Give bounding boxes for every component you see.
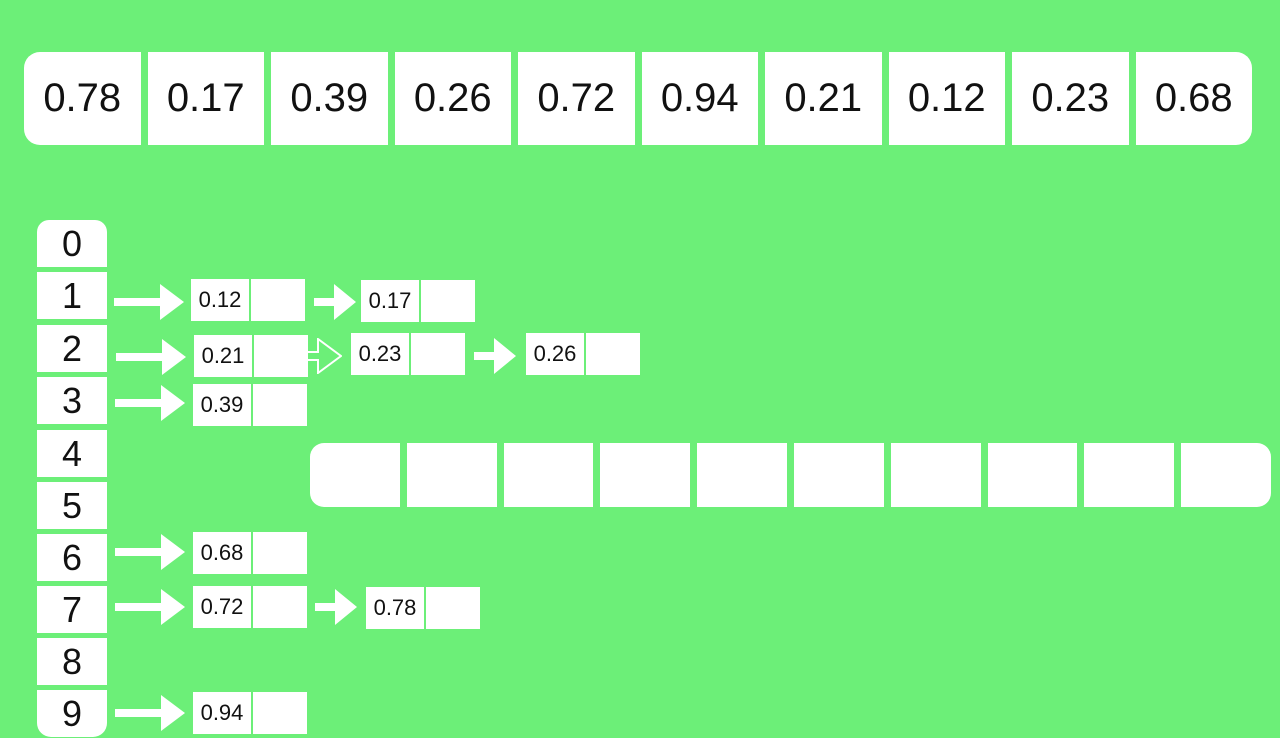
node-pointer xyxy=(251,279,305,321)
arrow-right-icon xyxy=(114,284,184,320)
arrow-right-icon xyxy=(315,589,357,625)
input-cell: 0.94 xyxy=(641,52,758,145)
node-value: 0.17 xyxy=(361,280,419,322)
node-pointer xyxy=(586,333,640,375)
list-node: 0.21 xyxy=(194,335,308,377)
bucket-index: 9 xyxy=(37,690,107,737)
node-value: 0.26 xyxy=(526,333,584,375)
bucket-index: 7 xyxy=(37,586,107,633)
bucket-index: 4 xyxy=(37,430,107,477)
bucket-index: 6 xyxy=(37,534,107,581)
bucket-index: 5 xyxy=(37,482,107,529)
node-pointer xyxy=(254,335,308,377)
list-node: 0.23 xyxy=(351,333,465,375)
arrow-right-icon xyxy=(116,339,186,375)
list-node: 0.39 xyxy=(193,384,307,426)
bucket-index: 8 xyxy=(37,638,107,685)
bucket-index: 3 xyxy=(37,377,107,424)
output-cell xyxy=(793,443,884,507)
arrow-right-icon xyxy=(474,338,516,374)
node-pointer xyxy=(253,586,307,628)
list-node: 0.94 xyxy=(193,692,307,734)
list-node: 0.17 xyxy=(361,280,475,322)
input-cell: 0.17 xyxy=(147,52,264,145)
node-pointer xyxy=(426,587,480,629)
arrow-right-icon xyxy=(115,385,185,421)
arrow-right-icon xyxy=(115,589,185,625)
output-cell xyxy=(1181,443,1271,507)
node-value: 0.21 xyxy=(194,335,252,377)
bucket-index: 2 xyxy=(37,325,107,372)
list-node: 0.12 xyxy=(191,279,305,321)
input-array: 0.78 0.17 0.39 0.26 0.72 0.94 0.21 0.12 … xyxy=(24,52,1252,145)
input-cell: 0.12 xyxy=(888,52,1005,145)
node-pointer xyxy=(253,384,307,426)
output-cell xyxy=(406,443,497,507)
node-value: 0.78 xyxy=(366,587,424,629)
output-cell xyxy=(890,443,981,507)
input-cell: 0.78 xyxy=(24,52,141,145)
node-value: 0.39 xyxy=(193,384,251,426)
arrow-right-icon xyxy=(272,338,342,374)
arrow-right-icon xyxy=(115,534,185,570)
output-cell xyxy=(987,443,1078,507)
node-value: 0.94 xyxy=(193,692,251,734)
node-pointer xyxy=(253,692,307,734)
input-cell: 0.23 xyxy=(1012,52,1129,145)
node-pointer xyxy=(421,280,475,322)
node-pointer xyxy=(253,532,307,574)
node-pointer xyxy=(411,333,465,375)
input-cell: 0.68 xyxy=(1135,52,1252,145)
node-value: 0.23 xyxy=(351,333,409,375)
list-node: 0.68 xyxy=(193,532,307,574)
bucket-index: 1 xyxy=(37,272,107,319)
input-cell: 0.72 xyxy=(518,52,635,145)
input-cell: 0.21 xyxy=(765,52,882,145)
output-cell xyxy=(310,443,400,507)
output-cell xyxy=(697,443,787,507)
arrow-right-icon xyxy=(115,695,185,731)
output-cell xyxy=(1084,443,1175,507)
node-value: 0.68 xyxy=(193,532,251,574)
list-node: 0.78 xyxy=(366,587,480,629)
node-value: 0.12 xyxy=(191,279,249,321)
list-node: 0.72 xyxy=(193,586,307,628)
node-value: 0.72 xyxy=(193,586,251,628)
output-cell xyxy=(600,443,691,507)
list-node: 0.26 xyxy=(526,333,640,375)
output-array xyxy=(310,443,1271,507)
arrow-right-icon xyxy=(314,284,356,320)
bucket-index: 0 xyxy=(37,220,107,267)
output-cell xyxy=(503,443,594,507)
input-cell: 0.26 xyxy=(394,52,511,145)
input-cell: 0.39 xyxy=(271,52,388,145)
